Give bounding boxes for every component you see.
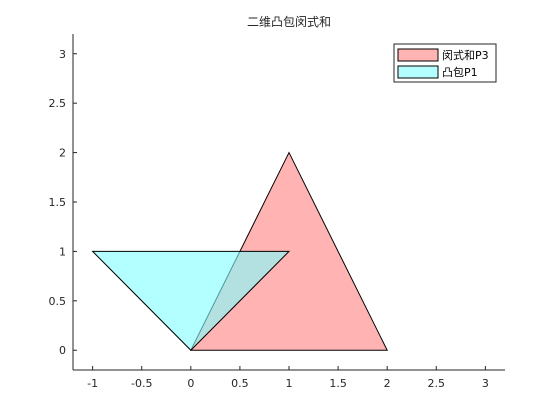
y-tick-label: 2 xyxy=(59,147,66,160)
x-tick-label: 1 xyxy=(286,377,293,390)
x-tick-label: 0.5 xyxy=(231,377,249,390)
x-tick-label: -1 xyxy=(87,377,98,390)
x-tick-label: 2.5 xyxy=(428,377,446,390)
y-tick-label: 1 xyxy=(59,245,66,258)
y-tick-label: 1.5 xyxy=(49,196,67,209)
y-tick-label: 0.5 xyxy=(49,295,67,308)
x-tick-label: -0.5 xyxy=(131,377,152,390)
x-tick-label: 3 xyxy=(482,377,489,390)
legend-swatch-2 xyxy=(397,65,439,79)
plot-area xyxy=(91,151,388,351)
series-polygon-2 xyxy=(91,250,291,351)
y-tick-label: 2.5 xyxy=(49,97,67,110)
legend-swatch-1 xyxy=(397,48,439,62)
chart-title: 二维凸包闵式和 xyxy=(247,14,331,29)
legend: 闵式和P3 凸包P1 xyxy=(393,43,497,83)
y-tick-label: 3 xyxy=(59,48,66,61)
legend-label-1: 闵式和P3 xyxy=(442,48,489,62)
y-tick-label: 0 xyxy=(59,344,66,357)
x-tick-label: 0 xyxy=(187,377,194,390)
legend-label-2: 凸包P1 xyxy=(442,66,478,79)
axes: -1 -0.5 0 0.5 1 1.5 2 2.5 3 0 0.5 1 1.5 2 2.5 3 xyxy=(49,34,505,390)
x-tick-label: 2 xyxy=(384,377,391,390)
x-tick-label: 1.5 xyxy=(329,377,347,390)
